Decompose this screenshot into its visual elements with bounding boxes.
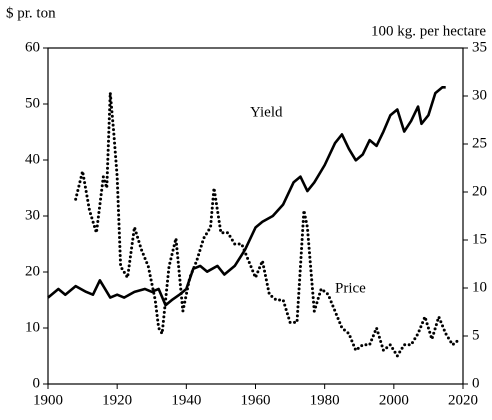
y2-tick-label: 0: [472, 375, 480, 391]
y-tick-label: 60: [25, 39, 40, 55]
x-tick-label: 1940: [171, 392, 201, 408]
x-tick-label: 1900: [33, 392, 63, 408]
y2-tick-label: 10: [472, 279, 487, 295]
x-tick-label: 2020: [448, 392, 478, 408]
series-line: [74, 91, 462, 358]
y-tick-label: 40: [25, 151, 40, 167]
x-tick-label: 1980: [310, 392, 340, 408]
y-tick-label: 0: [33, 375, 41, 391]
series-line: [47, 86, 446, 307]
x-tick-label: 1960: [241, 392, 271, 408]
y-tick-label: 10: [25, 319, 40, 335]
y-tick-label: 30: [25, 207, 40, 223]
y-tick-label: 50: [25, 95, 40, 111]
y2-tick-label: 15: [472, 231, 487, 247]
y2-tick-label: 35: [472, 39, 487, 55]
y2-tick-label: 30: [472, 87, 487, 103]
series-label: Price: [335, 280, 366, 296]
y2-tick-label: 20: [472, 183, 487, 199]
y2-axis-label: 100 kg. per hectare: [371, 23, 486, 39]
x-tick-label: 1920: [102, 392, 132, 408]
series-label: Yield: [250, 104, 283, 120]
x-tick-label: 2000: [379, 392, 409, 408]
y2-tick-label: 5: [472, 327, 480, 343]
y2-tick-label: 25: [472, 135, 487, 151]
y-axis-label: $ pr. ton: [6, 5, 56, 21]
y-tick-label: 20: [25, 263, 40, 279]
